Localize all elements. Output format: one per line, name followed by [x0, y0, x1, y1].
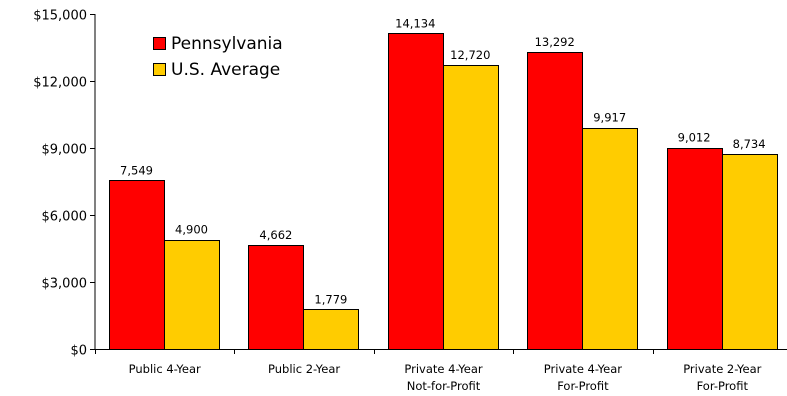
bar-pennsylvania	[527, 52, 583, 350]
legend-swatch	[153, 37, 166, 50]
bar-pennsylvania	[248, 245, 304, 350]
bar-us-average	[164, 240, 220, 350]
bar-us-average	[443, 65, 499, 350]
x-category-label: Private 4-Year	[544, 362, 622, 376]
data-label: 1,779	[314, 292, 347, 306]
y-axis: $0 $3,000 $6,000 $9,000 $12,000 $15,000	[33, 9, 96, 359]
y-tick-label: $3,000	[42, 277, 88, 292]
bar-us-average	[582, 128, 638, 350]
data-label: 7,549	[120, 163, 153, 177]
x-category-label: Private 4-Year	[404, 362, 482, 376]
data-label: 9,917	[593, 111, 626, 125]
legend-label: U.S. Average	[171, 60, 280, 80]
x-axis: Public 4-Year Public 2-Year Private 4-Year…	[95, 349, 787, 393]
x-category-label: Public 2-Year	[268, 362, 340, 376]
data-label: 14,134	[395, 16, 435, 30]
data-label: 4,900	[175, 223, 208, 237]
x-category-label: For-Profit	[557, 379, 609, 393]
bars: 7,549 4,662 14,134 13,292 9,012 4,900 1,779 12,…	[109, 16, 778, 350]
legend: Pennsylvania U.S. Average	[153, 34, 283, 80]
bar-pennsylvania	[667, 148, 723, 350]
legend-swatch	[153, 63, 166, 76]
y-tick-label: $9,000	[42, 143, 88, 158]
bar-us-average	[722, 154, 778, 350]
data-label: 8,734	[733, 137, 766, 151]
x-category-label: For-Profit	[697, 379, 749, 393]
y-tick-label: $0	[70, 344, 87, 359]
bar-pennsylvania	[109, 180, 165, 350]
data-label: 9,012	[678, 131, 711, 145]
y-tick-label: $12,000	[33, 76, 87, 91]
bar-us-average	[303, 309, 359, 350]
data-label: 4,662	[259, 228, 292, 242]
data-label: 13,292	[535, 35, 575, 49]
data-label: 12,720	[450, 48, 490, 62]
legend-label: Pennsylvania	[171, 34, 283, 54]
x-category-label: Public 4-Year	[129, 362, 201, 376]
bar-pennsylvania	[388, 33, 444, 350]
x-category-label: Private 2-Year	[683, 362, 761, 376]
y-tick-label: $15,000	[33, 9, 87, 24]
x-category-label: Not-for-Profit	[407, 379, 481, 393]
y-tick-label: $6,000	[42, 210, 88, 225]
